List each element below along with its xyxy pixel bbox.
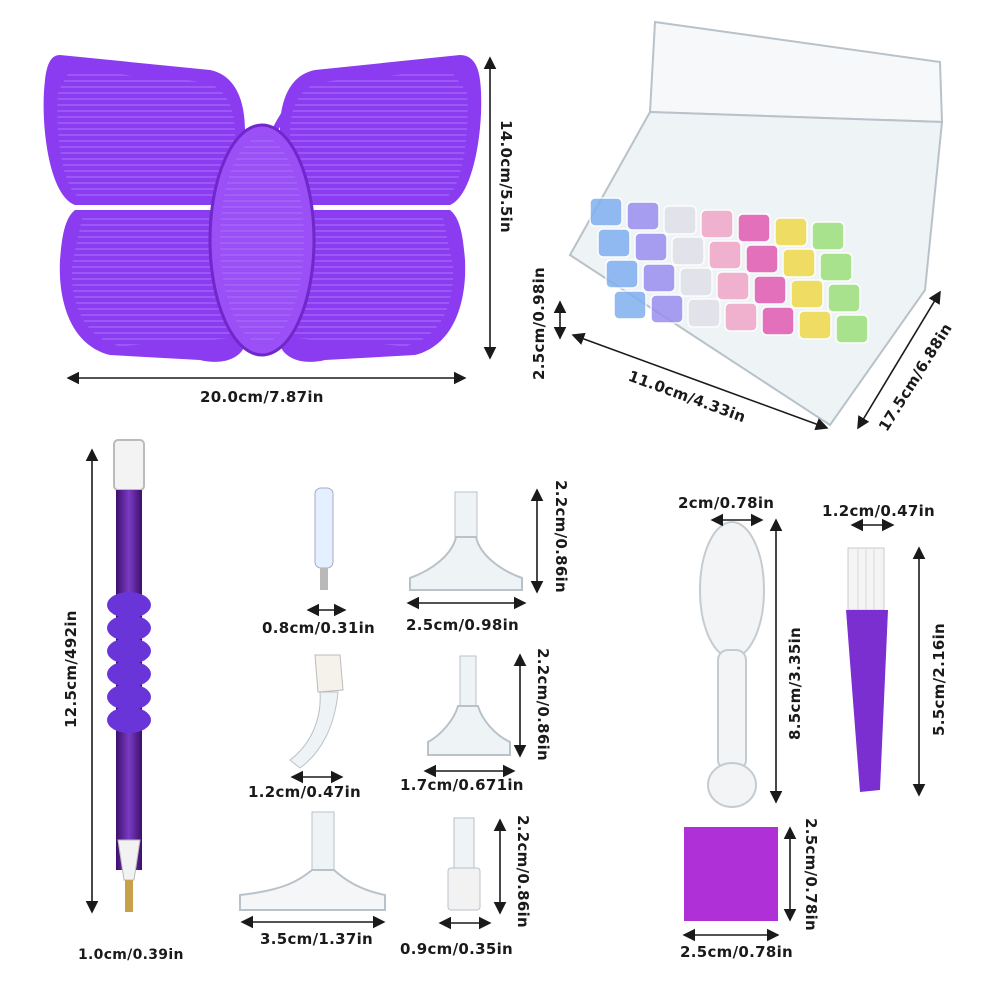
- bead-compartment: [700, 209, 734, 239]
- bead-compartment: [782, 248, 816, 278]
- tip3-label: 1.2cm/0.47in: [248, 783, 362, 801]
- brush-width-label: 1.2cm/0.47in: [822, 502, 936, 520]
- brush-length-label: 5.5cm/2.16in: [930, 622, 948, 736]
- flat-tip-icon: [239, 811, 386, 911]
- bead-compartment: [774, 217, 808, 247]
- bead-compartment: [589, 197, 623, 227]
- spoon-length-label: 8.5cm/3.35in: [786, 626, 804, 740]
- tray-width-label: 20.0cm/7.87in: [200, 388, 324, 406]
- bead-compartment: [650, 294, 684, 324]
- bent-tip-icon: [289, 654, 344, 769]
- bead-compartment: [819, 252, 853, 282]
- bead-compartment: [613, 290, 647, 320]
- tip6-height-label: 2.2cm/0.86in: [514, 815, 532, 929]
- drill-pen-icon: [107, 439, 151, 912]
- bead-compartment: [798, 310, 832, 340]
- small-multi-tip-icon: [447, 817, 481, 911]
- pen-length-label: 12.5cm/492in: [62, 610, 80, 728]
- bead-compartment: [634, 232, 668, 262]
- brush-icon: [846, 547, 888, 792]
- spoon-width-label: 2cm/0.78in: [678, 494, 775, 512]
- bead-compartment: [663, 205, 697, 235]
- wax-pad-icon: [684, 827, 778, 921]
- pad-width-label: 2.5cm/0.78in: [680, 943, 794, 961]
- bead-compartment: [761, 306, 795, 336]
- bead-compartment: [679, 267, 713, 297]
- tip4-height-label: 2.2cm/0.86in: [534, 648, 552, 762]
- bead-compartment: [597, 228, 631, 258]
- bead-compartment: [835, 314, 869, 344]
- bead-compartment: [626, 201, 660, 231]
- bead-compartment: [671, 236, 705, 266]
- medium-tip-icon: [427, 655, 511, 756]
- tip4-label: 1.7cm/0.671in: [400, 776, 524, 794]
- tip2-label: 2.5cm/0.98in: [406, 616, 520, 634]
- bead-compartment: [811, 221, 845, 251]
- butterfly-tray-icon: [43, 55, 482, 362]
- single-tip-icon: [314, 487, 334, 590]
- bead-storage-box-icon: [568, 20, 944, 427]
- box-depth-label: 2.5cm/0.98in: [530, 266, 548, 380]
- spoon-icon: [699, 521, 765, 808]
- tip2-height-label: 2.2cm/0.86in: [552, 480, 570, 594]
- bead-compartment: [605, 259, 639, 289]
- bead-compartment: [790, 279, 824, 309]
- bead-compartment: [687, 298, 721, 328]
- bead-compartment: [737, 213, 771, 243]
- bead-compartment: [724, 302, 758, 332]
- bead-compartment: [716, 271, 750, 301]
- tray-height-label: 14.0cm/5.5in: [497, 120, 515, 234]
- bead-compartment: [745, 244, 779, 274]
- pen-tip-label: 1.0cm/0.39in: [78, 947, 184, 963]
- bead-compartment: [827, 283, 861, 313]
- tip5-label: 3.5cm/1.37in: [260, 930, 374, 948]
- tip6-label: 0.9cm/0.35in: [400, 940, 514, 958]
- tip1-label: 0.8cm/0.31in: [262, 619, 376, 637]
- pad-height-label: 2.5cm/0.78in: [802, 818, 820, 932]
- wide-tip-icon: [409, 491, 523, 591]
- bead-compartment: [642, 263, 676, 293]
- bead-compartment: [708, 240, 742, 270]
- bead-compartment: [753, 275, 787, 305]
